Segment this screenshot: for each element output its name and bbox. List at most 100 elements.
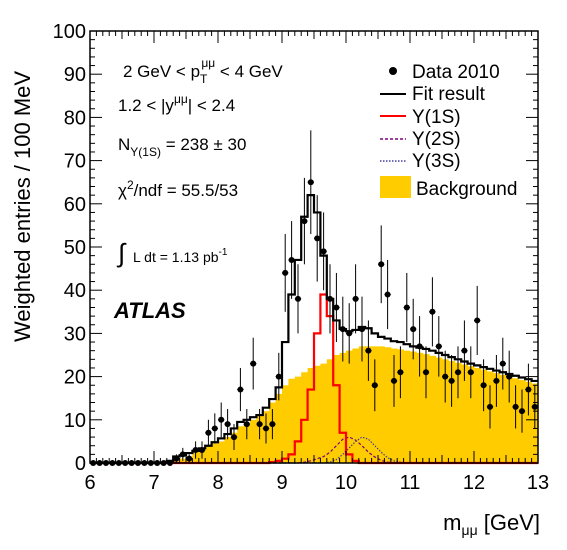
data-marker — [320, 248, 327, 255]
y-tick-label: 60 — [64, 194, 86, 216]
x-tick-label: 11 — [400, 472, 421, 494]
data-point — [486, 385, 494, 429]
background-bin — [346, 350, 353, 463]
background-bin — [358, 346, 366, 463]
data-marker — [263, 425, 269, 432]
data-point — [499, 337, 506, 390]
background-bin — [525, 381, 532, 463]
data-marker — [480, 382, 487, 389]
data-marker — [205, 429, 212, 436]
data-marker — [531, 403, 538, 410]
background-bin — [442, 359, 449, 463]
data-marker — [256, 421, 263, 428]
data-marker — [314, 235, 321, 242]
data-marker — [179, 451, 186, 458]
background-bin — [294, 376, 302, 463]
svg-text:Background: Background — [416, 179, 517, 200]
x-tick-label: 6 — [84, 472, 95, 494]
data-point — [480, 359, 487, 412]
background-bin — [288, 378, 296, 463]
data-point — [237, 367, 244, 412]
background-bin — [339, 352, 347, 463]
background-bin — [429, 355, 436, 463]
y-tick-label: 50 — [64, 237, 86, 259]
y-tick-label: 10 — [64, 410, 86, 432]
data-point — [371, 359, 378, 412]
background-bin — [467, 366, 475, 463]
data-point — [493, 355, 500, 407]
data-marker — [192, 447, 199, 454]
background-bin — [205, 445, 212, 463]
data-marker — [467, 369, 474, 376]
legend-item-data: Data 2010 — [389, 62, 500, 83]
background-bin — [403, 350, 411, 463]
data-point — [211, 413, 218, 444]
background-bin — [333, 355, 340, 463]
data-point — [512, 385, 519, 429]
y-tick-label: 0 — [75, 453, 86, 475]
data-point — [525, 363, 532, 416]
data-marker — [403, 304, 410, 311]
legend: Data 2010 Fit result Υ(1S) Υ(2S) Υ(3S) B… — [380, 62, 517, 200]
data-marker — [333, 304, 340, 311]
background-bin — [320, 363, 328, 463]
x-axis-title: mμμ [GeV] — [443, 510, 540, 538]
data-point — [397, 346, 404, 399]
data-marker — [211, 425, 218, 432]
svg-text:Data 2010: Data 2010 — [412, 62, 500, 83]
data-point — [294, 264, 302, 334]
legend-item-fit: Fit result — [380, 84, 486, 105]
background-bin — [237, 426, 244, 463]
data-marker — [282, 269, 289, 276]
data-marker — [288, 256, 295, 263]
annotation-pt-range: 2 GeV < pTμμ < 4 GeV — [123, 56, 283, 86]
data-point — [269, 409, 276, 440]
background-bin — [461, 364, 468, 463]
y-tick-label: 90 — [64, 64, 86, 86]
legend-item-ups2s: Υ(2S) — [380, 129, 461, 150]
data-marker — [237, 386, 244, 393]
data-point — [307, 130, 314, 235]
background-bin — [435, 357, 443, 463]
y-tick-label: 20 — [64, 367, 86, 389]
data-point — [275, 352, 282, 401]
background-bin — [422, 354, 430, 463]
data-marker — [269, 421, 276, 428]
annotation-lumi: ∫ L dt = 1.13 pb-1 — [116, 238, 228, 268]
data-point — [224, 409, 231, 440]
y-tick-label: 80 — [64, 107, 86, 129]
data-point — [448, 355, 455, 407]
data-point — [282, 234, 289, 312]
data-point — [403, 272, 410, 343]
data-point — [531, 385, 538, 429]
axis-ticks: 6 7 8 9 10 11 12 13 0 10 20 30 40 50 60 70 80 90 100 — [53, 21, 550, 494]
data-marker — [371, 382, 378, 389]
data-point — [442, 350, 449, 403]
data-point — [192, 441, 199, 459]
data-point — [205, 419, 212, 446]
data-marker — [493, 377, 500, 384]
data-point — [416, 316, 423, 377]
data-point — [173, 454, 180, 463]
data-marker — [461, 347, 468, 354]
data-marker — [384, 291, 391, 298]
data-points — [90, 130, 538, 466]
annotation-yield: NΥ(1S) = 238 ± 30 — [118, 135, 246, 159]
background-bin — [218, 441, 225, 463]
data-marker — [512, 403, 519, 410]
data-point — [518, 389, 526, 433]
data-marker — [423, 369, 429, 376]
background-bin — [474, 367, 481, 463]
svg-text:Υ(2S): Υ(2S) — [412, 129, 461, 150]
data-marker — [224, 421, 231, 428]
data-marker — [442, 373, 449, 380]
data-marker — [173, 455, 180, 462]
data-point — [198, 441, 206, 459]
data-marker — [506, 373, 513, 380]
background-bin — [410, 351, 417, 463]
data-marker — [243, 421, 250, 428]
annotation-y-range: 1.2 < |yμμ| < 2.4 — [118, 92, 235, 115]
data-marker — [339, 326, 346, 333]
background-bin — [243, 424, 251, 463]
